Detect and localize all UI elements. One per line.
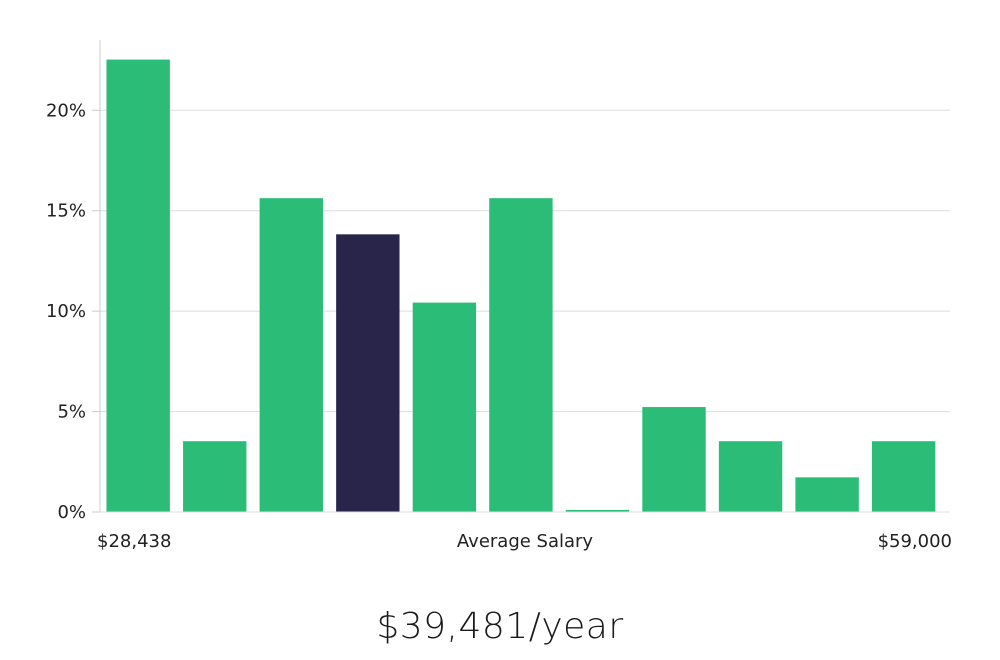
y-tick-label: 5% (57, 402, 86, 423)
average-salary-value: $39,481/year (376, 606, 624, 647)
y-tick-label: 15% (46, 201, 86, 222)
bar (795, 477, 859, 513)
y-tick-label: 10% (46, 301, 86, 322)
x-max-label: $59,000 (878, 531, 952, 552)
x-min-label: $28,438 (97, 531, 171, 552)
bar (871, 441, 936, 513)
bar-highlighted (336, 234, 400, 513)
chart-svg: 0% 5% 10% 15% 20% $28,438 Average Salary $59,00… (46, 40, 952, 552)
bar (183, 441, 247, 513)
y-tick-label: 0% (57, 502, 86, 523)
bar (106, 59, 170, 513)
bar (718, 441, 783, 513)
bar (489, 198, 553, 513)
y-tick-label: 20% (46, 100, 86, 121)
bar (642, 407, 706, 513)
bar (259, 198, 323, 513)
bar (412, 302, 477, 513)
salary-histogram: 0% 5% 10% 15% 20% $28,438 Average Salary $59,00… (46, 40, 952, 552)
x-axis-title: Average Salary (457, 531, 594, 552)
